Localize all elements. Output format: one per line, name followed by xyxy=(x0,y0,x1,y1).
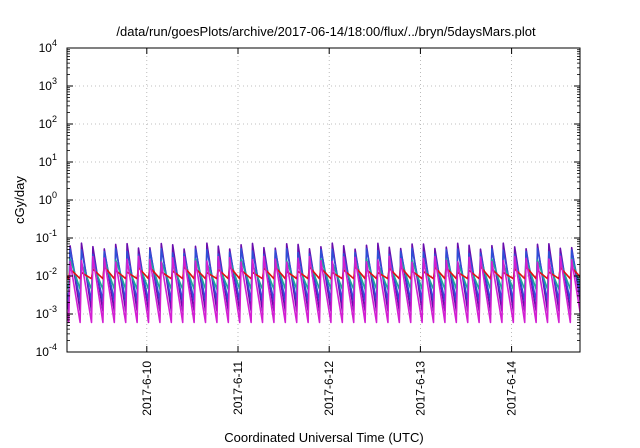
x-tick-label: 2017-6-11 xyxy=(231,361,245,415)
y-tick-label: 100 xyxy=(39,190,57,207)
y-tick-label: 103 xyxy=(39,76,57,93)
y-tick-labels: 10-4 10-3 10-2 10-1 100 101 102 103 104 xyxy=(36,38,57,359)
x-axis-label: Coordinated Universal Time (UTC) xyxy=(224,430,423,445)
y-tick-label: 104 xyxy=(39,38,57,55)
series-group xyxy=(67,242,580,324)
y-tick-label: 10-2 xyxy=(36,266,57,283)
x-tick-label: 2017-6-10 xyxy=(140,361,154,416)
y-tick-label: 102 xyxy=(39,114,57,131)
y-tick-label: 101 xyxy=(39,152,57,169)
x-tick-labels: 2017-6-10 2017-6-11 2017-6-12 2017-6-13 2017… xyxy=(140,361,519,416)
chart-title: /data/run/goesPlots/archive/2017-06-14/1… xyxy=(116,24,536,39)
series-line xyxy=(67,255,580,324)
x-tick-label: 2017-6-13 xyxy=(413,361,427,416)
y-tick-label: 10-3 xyxy=(36,304,57,321)
series-layer xyxy=(67,242,580,324)
x-tick-label: 2017-6-14 xyxy=(505,361,519,416)
x-tick-label: 2017-6-12 xyxy=(322,361,336,416)
y-axis-label: cGy/day xyxy=(12,176,27,224)
y-tick-label: 10-4 xyxy=(36,342,57,359)
y-tick-label: 10-1 xyxy=(36,228,57,245)
ticks xyxy=(67,47,580,353)
